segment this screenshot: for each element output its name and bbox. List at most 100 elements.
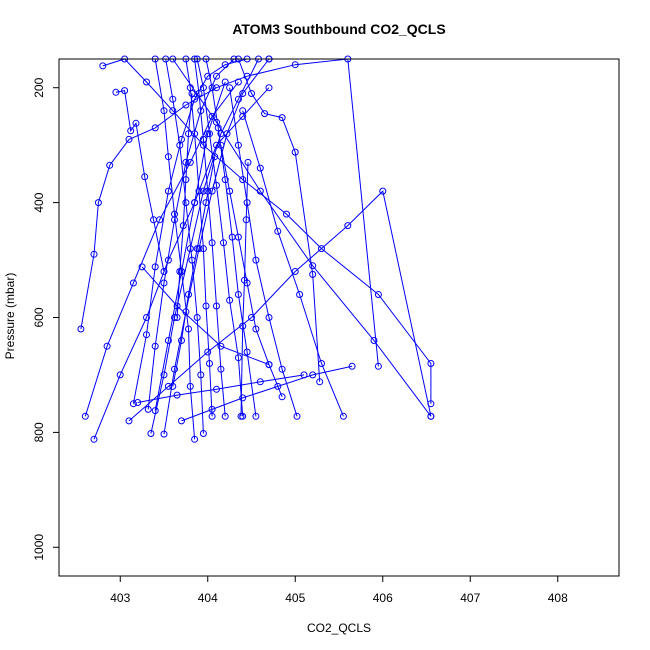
x-tick-label: 405 — [285, 591, 305, 605]
series-line — [220, 145, 283, 397]
data-point — [99, 62, 107, 70]
data-point — [211, 153, 219, 161]
data-point — [291, 268, 299, 275]
data-point — [169, 107, 177, 115]
data-point — [116, 371, 124, 379]
data-point — [213, 118, 220, 126]
data-point — [265, 361, 273, 369]
series-line — [93, 87, 270, 440]
data-point — [199, 430, 207, 437]
data-point — [213, 385, 220, 393]
data-point — [234, 95, 242, 103]
series-line — [176, 93, 193, 318]
data-point — [171, 210, 178, 218]
data-point — [132, 119, 140, 127]
data-point — [193, 245, 201, 253]
data-point — [217, 365, 225, 373]
data-point — [265, 84, 273, 92]
series-line — [132, 58, 269, 404]
data-point — [291, 61, 299, 69]
series-line — [141, 266, 270, 366]
series-line — [229, 87, 298, 417]
data-point — [241, 276, 248, 284]
series-line — [194, 58, 226, 417]
data-point — [293, 412, 301, 420]
data-point — [199, 84, 207, 92]
data-point — [81, 412, 89, 420]
data-point — [77, 325, 85, 333]
data-point — [221, 176, 229, 184]
series-8 — [147, 55, 262, 437]
data-point — [291, 148, 299, 156]
data-point — [143, 331, 150, 339]
y-tick-label: 1000 — [32, 534, 46, 561]
data-point — [274, 382, 282, 390]
data-point — [278, 393, 286, 401]
data-point — [160, 279, 168, 287]
data-point — [129, 400, 137, 408]
data-point — [90, 435, 98, 443]
x-tick-label: 404 — [198, 591, 218, 605]
data-point — [202, 302, 210, 310]
series-layer — [77, 55, 435, 443]
data-point — [265, 314, 273, 321]
data-point — [204, 130, 212, 138]
data-point — [164, 153, 172, 161]
data-point — [185, 291, 192, 298]
data-point — [191, 435, 199, 443]
data-point — [151, 263, 159, 271]
data-point — [151, 124, 159, 132]
data-point — [274, 227, 282, 235]
data-point — [239, 322, 247, 330]
data-point — [197, 371, 205, 379]
series-line — [242, 110, 344, 417]
data-point — [199, 187, 207, 195]
x-tick-label: 406 — [373, 591, 393, 605]
data-point — [283, 210, 290, 218]
data-point — [173, 314, 181, 321]
data-point — [318, 245, 325, 253]
data-point — [217, 342, 225, 350]
data-point — [427, 412, 435, 420]
series-line — [137, 374, 305, 403]
data-point — [208, 405, 216, 413]
data-point — [239, 107, 247, 115]
data-point — [169, 382, 177, 390]
data-point — [309, 262, 317, 270]
series-line — [196, 58, 244, 417]
data-point — [237, 412, 245, 420]
y-tick-label: 400 — [32, 192, 46, 212]
series-24 — [138, 263, 273, 369]
data-point — [226, 296, 234, 304]
data-point — [248, 90, 255, 97]
x-axis: 403 404 405 406 407 408 — [110, 575, 568, 605]
series-1 — [99, 55, 435, 408]
series-9 — [160, 55, 273, 438]
data-point — [112, 88, 120, 96]
data-point — [252, 256, 260, 264]
series-5 — [112, 87, 168, 275]
data-point — [234, 233, 242, 241]
series-line — [128, 190, 432, 422]
data-point — [213, 181, 220, 189]
data-point — [213, 302, 220, 310]
y-tick-label: 800 — [32, 422, 46, 442]
data-point — [243, 348, 251, 356]
data-point — [141, 173, 149, 181]
data-point — [176, 141, 184, 149]
data-point — [127, 127, 135, 135]
series-line — [115, 90, 165, 272]
data-point — [220, 239, 227, 247]
series-line — [154, 58, 196, 440]
series-line — [172, 58, 432, 417]
plot-frame — [58, 58, 620, 577]
data-point — [160, 268, 168, 275]
data-point — [213, 84, 220, 92]
data-point — [186, 382, 194, 390]
data-point — [160, 107, 168, 115]
data-point — [143, 314, 150, 321]
series-15 — [202, 55, 260, 420]
data-point — [191, 199, 199, 207]
data-point — [427, 360, 435, 367]
